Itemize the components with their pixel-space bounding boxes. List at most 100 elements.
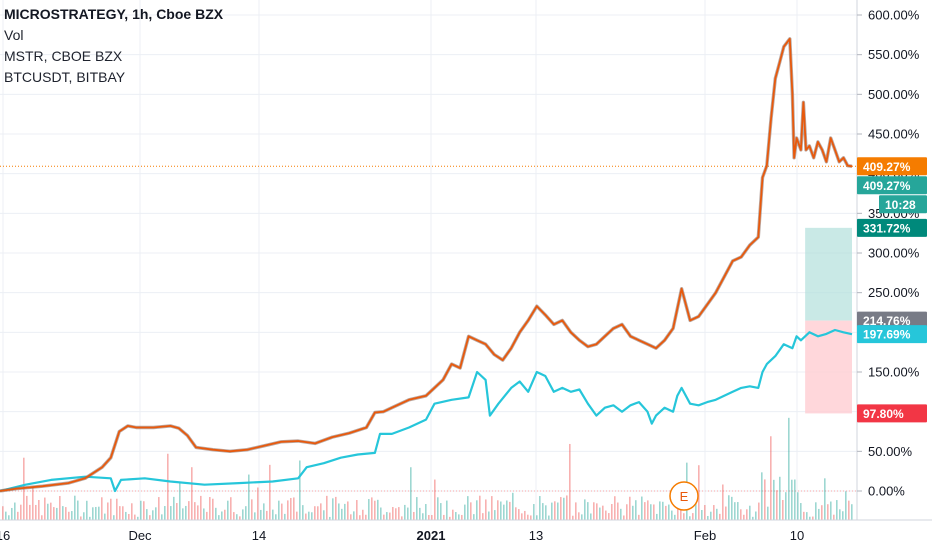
volume-bar: [419, 507, 421, 520]
y-tick-label: 550.00%: [868, 47, 920, 62]
volume-bar: [479, 495, 481, 520]
volume-bar: [296, 511, 298, 520]
volume-bar: [422, 513, 424, 520]
volume-bar: [548, 515, 550, 520]
volume-bar: [158, 497, 160, 520]
x-tick-label: Feb: [694, 528, 716, 543]
price-tag-label: 331.72%: [863, 221, 911, 235]
volume-bar: [374, 500, 376, 520]
volume-bar: [632, 505, 634, 520]
volume-bar: [710, 511, 712, 520]
volume-bar: [818, 508, 820, 520]
volume-bar: [242, 509, 244, 520]
range-upper: [805, 227, 852, 321]
volume-bar: [740, 509, 742, 520]
volume-bar: [377, 499, 379, 520]
volume-bar: [596, 503, 598, 520]
volume-bar: [482, 513, 484, 520]
volume-bar: [698, 465, 700, 520]
volume-bar: [530, 515, 532, 520]
legend-compare-btc[interactable]: BTCUSDT, BITBAY: [4, 69, 126, 85]
volume-bar: [737, 502, 739, 520]
price-tag-label: 409.27%: [863, 179, 911, 193]
volume-bar: [68, 511, 70, 520]
volume-bar: [185, 505, 187, 520]
price-tag: 409.27%: [857, 157, 927, 176]
volume-bar: [455, 512, 457, 520]
volume-bar: [320, 503, 322, 520]
volume-bar: [707, 515, 709, 520]
chart-legend: MICROSTRATEGY, 1h, Cboe BZX Vol MSTR, CB…: [4, 4, 223, 88]
legend-volume[interactable]: Vol: [4, 27, 24, 43]
volume-bar: [365, 514, 367, 520]
volume-bar: [305, 513, 307, 520]
volume-bar: [152, 510, 154, 520]
y-tick-label: 300.00%: [868, 246, 920, 261]
price-tag-bg: [857, 218, 927, 237]
volume-bar: [215, 507, 217, 520]
volume-bar: [608, 513, 610, 520]
volume-bar: [2, 506, 4, 520]
volume-bar: [623, 515, 625, 520]
volume-bar: [476, 500, 478, 520]
legend-title[interactable]: MICROSTRATEGY, 1h, Cboe BZX: [4, 6, 224, 22]
volume-bar: [566, 495, 568, 520]
x-tick-label: 10: [790, 528, 804, 543]
volume-bar: [542, 503, 544, 520]
volume-bar: [74, 495, 76, 520]
volume-bar: [431, 515, 433, 520]
volume-bar: [806, 512, 808, 520]
volume-bar: [569, 443, 571, 520]
volume-bar: [137, 516, 139, 520]
volume-bar: [212, 498, 214, 520]
volume-bar: [638, 514, 640, 520]
volume-bar: [200, 495, 202, 520]
volume-bar: [329, 516, 331, 520]
volume-bar: [95, 506, 97, 520]
volume-bar: [650, 504, 652, 520]
volume-bar: [713, 505, 715, 520]
price-range-box[interactable]: [805, 227, 852, 414]
y-tick-label: 600.00%: [868, 8, 920, 23]
volume-bar: [515, 507, 517, 520]
volume-bar: [56, 507, 58, 520]
volume-bar: [11, 507, 13, 520]
volume-bar: [194, 502, 196, 520]
volume-bar: [266, 510, 268, 520]
volume-bar: [38, 499, 40, 520]
series-btc-line[interactable]: [0, 328, 853, 493]
volume-bar: [446, 500, 448, 520]
price-tag-bg: [879, 195, 927, 214]
volume-bar: [401, 516, 403, 520]
volume-bar: [413, 511, 415, 520]
volume-bar: [362, 509, 364, 520]
volume-bar: [647, 500, 649, 520]
volume-bar: [323, 510, 325, 520]
volume-bar: [407, 507, 409, 520]
volume-bar: [257, 487, 259, 520]
volume-bar: [125, 511, 127, 520]
volume-bar: [665, 505, 667, 520]
series-mstr-line[interactable]: [0, 37, 853, 492]
volume-bar: [824, 478, 826, 520]
volume-bar: [173, 496, 175, 520]
volume-bar: [335, 496, 337, 520]
volume-bar: [128, 513, 130, 520]
volume-bar: [170, 506, 172, 520]
x-tick-label: 16: [0, 528, 10, 543]
volume-bar: [59, 495, 61, 520]
volume-bar: [764, 479, 766, 520]
legend-compare-mstr[interactable]: MSTR, CBOE BZX: [4, 48, 123, 64]
volume-bar: [494, 510, 496, 520]
volume-bar: [722, 484, 724, 520]
volume-bar: [851, 504, 853, 520]
earnings-marker[interactable]: E: [669, 481, 699, 511]
volume-bar: [20, 504, 22, 520]
volume-bar: [581, 514, 583, 520]
volume-bar: [338, 503, 340, 520]
time-axis[interactable]: 16 Dec 14 2021 13 Feb 10: [0, 528, 804, 543]
volume-bar: [554, 501, 556, 520]
x-tick-label: 2021: [417, 528, 446, 543]
volume-bar: [263, 503, 265, 520]
